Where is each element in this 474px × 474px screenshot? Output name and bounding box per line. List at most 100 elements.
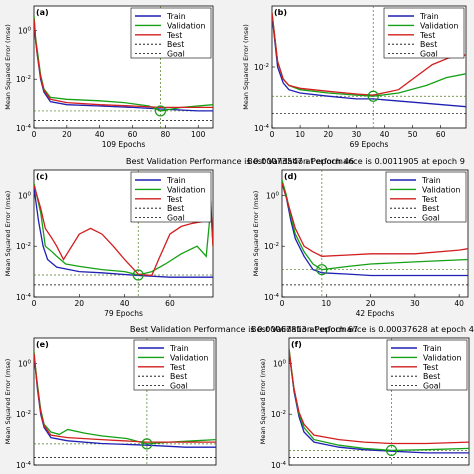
x-axis-label: 69 Epochs [350,140,389,149]
x-tick-label: 50 [408,130,418,139]
y-tick-label: 100 [18,26,32,35]
y-tick-label: 100 [18,359,32,368]
x-tick-label: 40 [95,130,105,139]
legend-label-train: Train [422,344,442,353]
panel-label: (c) [36,172,48,181]
legend-label-best: Best [423,372,440,381]
x-axis-label: 79 Epochs [104,309,143,318]
x-tick-label: 80 [161,130,171,139]
best-marker [132,269,144,281]
y-tick-label: 100 [266,191,280,200]
legend-label-validation: Validation [167,21,206,30]
x-tick-label: 10 [295,130,305,139]
x-tick-label: 60 [128,130,138,139]
y-axis-label: Mean Squared Error (mse) [4,24,12,110]
legend-label-test: Test [166,195,182,204]
panel-c: Best Validation Performance is 0.0007354… [4,156,354,318]
x-axis-label: 109 Epochs [102,140,146,149]
x-tick-label: 60 [436,130,446,139]
x-tick-label: 0 [280,299,285,308]
x-tick-label: 0 [32,299,37,308]
legend-label-validation: Validation [167,185,206,194]
x-tick-label: 40 [120,299,130,308]
panel-title: Best Validation Performance is 0.0003762… [251,324,474,334]
y-axis-label: Mean Squared Error (mse) [242,24,250,110]
panel-a: (a) Mean Squared Error (mse) 100 10-2 10-40 2… [4,5,214,149]
panel-title: Best Validation Performance is 0.0007354… [126,156,354,166]
legend-label-best: Best [420,40,437,49]
x-tick-label: 30 [410,299,420,308]
x-tick-label: 20 [366,299,376,308]
y-tick-label: 10-4 [16,293,32,302]
legend-label-validation: Validation [170,353,209,362]
legend-label-train: Train [166,12,186,21]
legend-label-test: Test [422,363,438,372]
y-tick-label: 10-4 [254,124,270,133]
panel-label: (a) [36,8,49,17]
legend-label-best: Best [167,40,184,49]
legend-label-best: Best [422,204,439,213]
x-tick-label: 30 [352,130,362,139]
series-line-test [34,353,216,443]
y-tick-label: 10-4 [16,461,32,470]
x-tick-label: 100 [191,130,206,139]
legend-label-test: Test [419,31,435,40]
panel-title: Best Validation Performance is 0.0011905… [247,156,465,166]
x-tick-label: 20 [75,299,85,308]
y-tick-label: 10-2 [264,242,279,251]
panel-label: (d) [284,172,297,181]
x-tick-label: 0 [270,130,275,139]
y-tick-label: 10-2 [16,242,31,251]
legend-label-best: Best [170,372,187,381]
x-tick-label: 20 [323,130,333,139]
y-tick-label: 10-2 [271,410,286,419]
legend-label-goal: Goal [170,382,188,391]
y-axis-label: Mean Squared Error (mse) [4,359,12,445]
series-line-test [34,185,213,277]
series-line-train [282,183,468,277]
x-tick-label: 60 [165,299,175,308]
panel-d: Best Validation Performance is 0.0011905… [247,156,469,318]
panel-title: Best Validation Performance is 0.0006781… [130,324,358,334]
panel-label: (e) [36,340,49,349]
series-line-test [282,183,468,257]
panel-label: (b) [274,8,287,17]
series-line-test [272,12,466,96]
legend-label-test: Test [421,195,437,204]
x-tick-label: 40 [380,130,390,139]
legend-label-train: Train [419,12,439,21]
legend-label-goal: Goal [420,50,438,59]
y-tick-label: 10-4 [271,461,287,470]
series-line-train [272,15,466,108]
y-axis-label: Mean Squared Error (mse) [4,191,12,277]
legend-label-best: Best [167,204,184,213]
y-tick-label: 10-2 [16,410,31,419]
best-marker [316,264,328,276]
x-tick-label: 40 [454,299,464,308]
best-marker [385,444,398,456]
legend-label-train: Train [169,344,189,353]
y-tick-label: 10-2 [16,75,31,84]
x-tick-label: 0 [32,130,37,139]
legend-label-train: Train [421,176,441,185]
legend-label-goal: Goal [167,214,185,223]
x-tick-label: 20 [62,130,72,139]
series-line-train [34,187,213,278]
legend-label-validation: Validation [422,185,461,194]
best-marker [367,90,379,102]
y-tick-label: 10-2 [254,63,269,72]
best-marker [141,438,153,450]
panel-f: Best Validation Performance is 0.0003762… [251,324,474,470]
legend-label-goal: Goal [167,50,185,59]
y-axis-label: Mean Squared Error (mse) [259,359,267,445]
legend-label-validation: Validation [423,353,462,362]
y-tick-label: 100 [273,359,287,368]
legend-label-test: Test [169,363,185,372]
legend-label-goal: Goal [422,214,440,223]
legend-label-goal: Goal [423,382,441,391]
series-line-test [289,349,469,445]
legend-label-validation: Validation [420,21,459,30]
series-line-validation [34,183,213,276]
panel-e: Best Validation Performance is 0.0006781… [4,324,358,470]
